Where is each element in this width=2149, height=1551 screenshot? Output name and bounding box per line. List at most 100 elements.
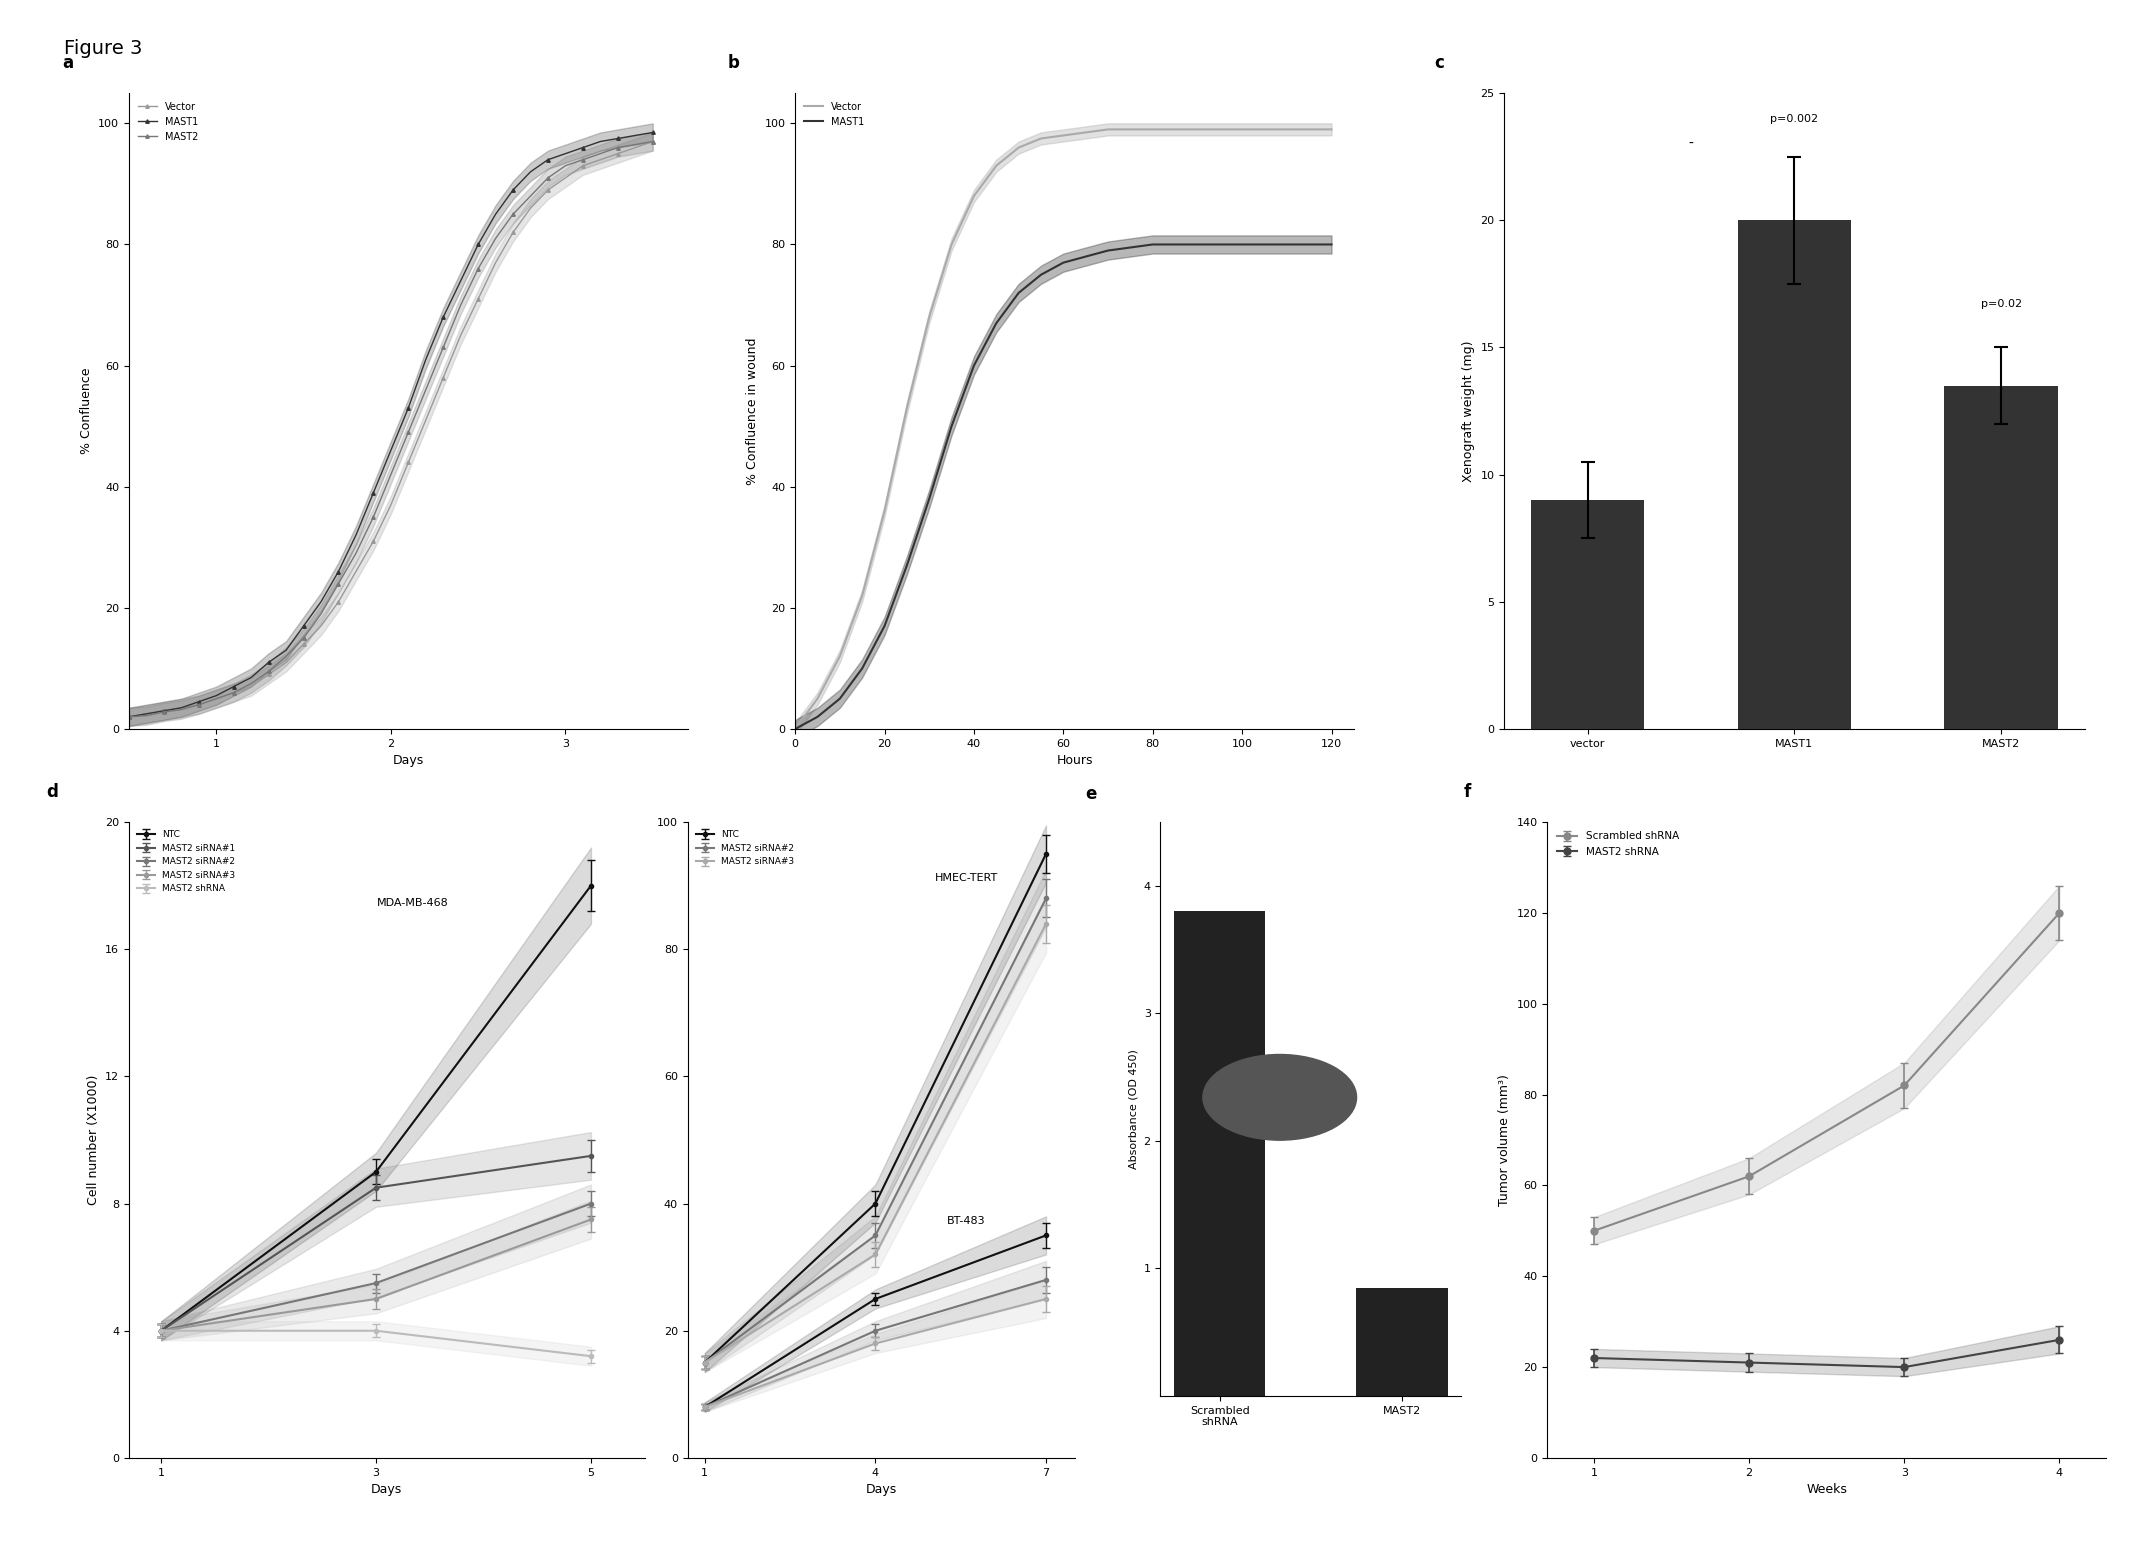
MAST2 (501, 205, 527, 223)
MAST1 (290, 617, 316, 636)
Bar (1945, 386, 2059, 729)
MAST1 (484, 205, 509, 223)
MAST1 (447, 271, 473, 290)
MAST2 (273, 647, 299, 665)
Vector (307, 617, 333, 636)
Vector (290, 634, 316, 653)
MAST1 (185, 692, 211, 710)
Vector (1027, 129, 1053, 147)
MAST1 (1072, 247, 1098, 265)
MAST1 (1184, 236, 1210, 254)
MAST2 (606, 138, 632, 157)
Vector (344, 561, 370, 580)
MAST1 (961, 357, 986, 375)
Text: c: c (1436, 54, 1444, 71)
Text: MDA-MB-468: MDA-MB-468 (376, 898, 449, 909)
MAST1 (256, 653, 282, 672)
MAST2 (204, 689, 230, 707)
Vector (849, 586, 875, 605)
Vector (1296, 119, 1322, 138)
MAST1 (413, 351, 438, 369)
Text: HMEC-TERT: HMEC-TERT (935, 873, 997, 883)
Vector (535, 180, 561, 199)
Y-axis label: Tumor volume (mm³): Tumor volume (mm³) (1498, 1073, 1511, 1207)
MAST2 (466, 259, 492, 278)
MAST2 (150, 703, 176, 721)
Vector (484, 253, 509, 271)
Line: Vector: Vector (795, 129, 1332, 729)
MAST1 (327, 561, 352, 580)
Vector (1274, 119, 1300, 138)
Text: p=0.02: p=0.02 (1981, 299, 2022, 309)
Vector (413, 411, 438, 430)
Vector (361, 532, 387, 551)
Ellipse shape (1203, 1055, 1356, 1140)
Vector (872, 501, 898, 520)
MAST1 (395, 399, 421, 417)
X-axis label: Days: Days (393, 754, 423, 768)
MAST1 (239, 668, 264, 687)
Vector (430, 369, 456, 388)
MAST1 (894, 557, 920, 575)
MAST2 (518, 186, 544, 205)
Vector (1072, 123, 1098, 141)
MAST1 (849, 659, 875, 678)
Vector (185, 695, 211, 713)
MAST1 (984, 313, 1010, 332)
MAST2 (569, 150, 595, 169)
Y-axis label: % Confluence: % Confluence (80, 368, 92, 454)
MAST1 (501, 180, 527, 199)
Legend: Vector, MAST1, MAST2: Vector, MAST1, MAST2 (133, 98, 202, 146)
MAST1 (1319, 236, 1345, 254)
MAST1 (116, 707, 142, 726)
Vector (939, 236, 965, 254)
MAST2 (395, 423, 421, 442)
MAST2 (413, 380, 438, 399)
MAST2 (327, 574, 352, 592)
MAST1 (587, 132, 612, 150)
MAST1 (1006, 284, 1032, 302)
MAST1 (623, 126, 649, 144)
MAST2 (344, 544, 370, 563)
MAST2 (587, 144, 612, 163)
MAST1 (1208, 236, 1234, 254)
Text: f: f (1463, 783, 1470, 800)
X-axis label: Hours: Hours (1057, 754, 1092, 768)
Vector (133, 704, 159, 723)
MAST2 (552, 157, 578, 175)
MAST2 (221, 684, 247, 703)
Vector (395, 453, 421, 472)
Vector (168, 698, 193, 717)
MAST1 (307, 592, 333, 611)
Vector (501, 223, 527, 242)
MAST1 (361, 484, 387, 503)
Vector (1117, 119, 1143, 138)
Bar (1739, 220, 1850, 729)
MAST2 (239, 675, 264, 693)
Vector (1251, 119, 1277, 138)
Bar (1173, 912, 1266, 1396)
Text: -: - (1689, 136, 1693, 150)
MAST1 (606, 129, 632, 147)
MAST1 (569, 138, 595, 157)
MAST1 (1027, 265, 1053, 284)
MAST1 (640, 123, 666, 141)
MAST2 (623, 135, 649, 154)
MAST1 (804, 707, 830, 726)
Vector (1163, 119, 1188, 138)
Y-axis label: Xenograft weight (mg): Xenograft weight (mg) (1461, 340, 1474, 482)
Vector (150, 701, 176, 720)
Text: Figure 3: Figure 3 (64, 39, 142, 57)
MAST1 (378, 440, 404, 459)
X-axis label: Weeks: Weeks (1805, 1483, 1848, 1497)
Y-axis label: Absorbance (OD 450): Absorbance (OD 450) (1128, 1048, 1139, 1169)
Line: MAST1: MAST1 (127, 130, 655, 718)
MAST1 (552, 144, 578, 163)
MAST1 (1139, 236, 1165, 254)
Line: MAST1: MAST1 (795, 245, 1332, 729)
Vector (1096, 119, 1122, 138)
Line: Vector: Vector (127, 140, 655, 718)
MAST1 (1163, 236, 1188, 254)
Vector (915, 307, 941, 326)
Legend: NTC, MAST2 siRNA#1, MAST2 siRNA#2, MAST2 siRNA#3, MAST2 shRNA: NTC, MAST2 siRNA#1, MAST2 siRNA#2, MAST2… (133, 827, 239, 896)
